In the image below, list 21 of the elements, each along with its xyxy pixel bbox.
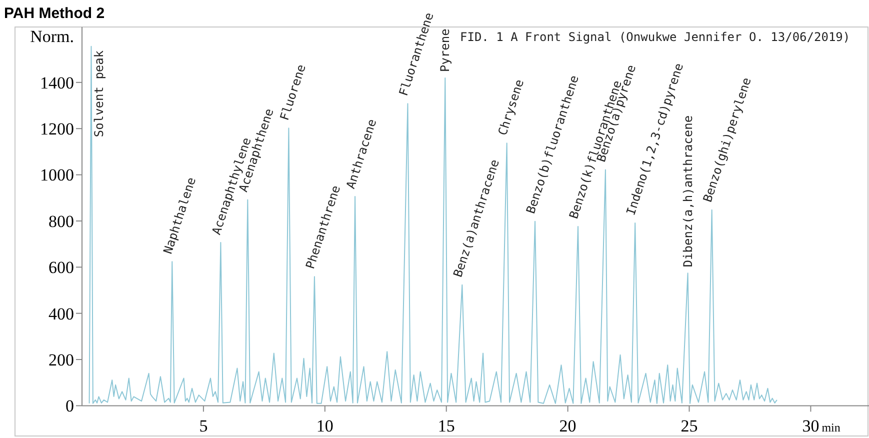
annotation: Dibenz(a,h)anthracene bbox=[680, 115, 695, 268]
x-tick-label: 20 bbox=[559, 416, 576, 436]
x-tick-label: 25 bbox=[680, 416, 698, 436]
y-tick-label: 200 bbox=[48, 350, 74, 370]
x-tick-label: 10 bbox=[316, 416, 334, 436]
annotation: FID. 1 A Front Signal (Onwukwe Jennifer O. 13/06/2019) bbox=[460, 30, 850, 44]
y-tick-label: 1000 bbox=[40, 166, 74, 185]
x-tick-label: 5 bbox=[199, 416, 208, 436]
x-tick-label: 30 bbox=[802, 416, 820, 436]
y-tick-label: 1400 bbox=[40, 73, 74, 92]
annotation: Solvent peak bbox=[92, 50, 106, 138]
y-tick-label: 400 bbox=[48, 304, 74, 324]
y-axis-title: Norm. bbox=[30, 27, 74, 46]
y-tick-label: 800 bbox=[48, 212, 74, 231]
x-axis-title: min bbox=[822, 420, 840, 435]
y-tick-label: 1200 bbox=[40, 120, 74, 139]
y-tick-label: 600 bbox=[48, 258, 74, 278]
chart-title: PAH Method 2 bbox=[4, 5, 105, 22]
y-tick-label: 0 bbox=[66, 396, 74, 416]
annotation: Pyrene bbox=[438, 28, 452, 72]
x-tick-label: 15 bbox=[438, 416, 455, 436]
